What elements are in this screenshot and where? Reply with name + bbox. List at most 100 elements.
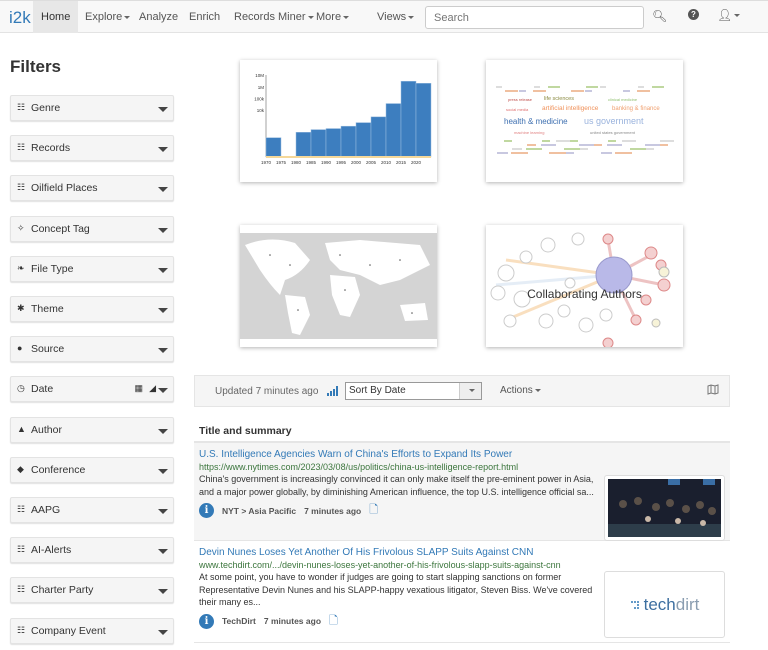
area-chart-icon[interactable]: ◢ [149, 383, 156, 394]
caret-down-icon[interactable] [158, 388, 168, 394]
caret-icon [408, 15, 415, 19]
x-tick-label: 1985 [306, 160, 317, 165]
word-cloud: health & medicine us government artificial… [486, 60, 683, 182]
filter-source[interactable]: ● Source [10, 336, 174, 363]
caret-down-icon[interactable] [158, 147, 168, 153]
word-cloud-term[interactable]: artificial intelligence [542, 105, 599, 112]
caret-down-icon[interactable] [158, 629, 168, 635]
filter-file-type[interactable]: ❧ File Type [10, 255, 174, 282]
caret-down-icon[interactable] [158, 509, 168, 514]
word-cloud-term[interactable]: health & medicine [504, 117, 568, 126]
signal-icon [327, 385, 339, 399]
word-cloud-term[interactable]: clinical medicine [608, 97, 638, 102]
nav-explore[interactable]: Explore [77, 1, 138, 33]
word-cloud-minor-term [659, 144, 668, 146]
word-cloud-term[interactable]: machine learning [514, 130, 545, 135]
caret-down-icon[interactable] [158, 589, 168, 595]
caret-down-icon[interactable] [158, 107, 168, 112]
caret-down-icon[interactable] [158, 308, 168, 313]
results-toolbar: Updated 7 minutes ago Sort By Date Actio… [194, 375, 730, 407]
filter-author[interactable]: ▲ Author [10, 416, 174, 443]
filter-company-event[interactable]: ☷ Company Event [10, 617, 174, 644]
document-icon[interactable]: 🗋︎ [329, 614, 338, 627]
result-thumbnail[interactable]: techdirt [604, 571, 725, 638]
word-cloud-term[interactable]: social media [506, 107, 529, 112]
word-cloud-term[interactable]: press release [508, 97, 533, 102]
wordcloud-card[interactable]: health & medicine us government artificial… [486, 60, 683, 182]
nav-more[interactable]: More [308, 1, 357, 33]
caret-down-icon[interactable] [158, 348, 168, 354]
word-cloud-minor-term [511, 152, 528, 154]
y-tick-label: 10k [257, 108, 265, 113]
word-cloud-minor-term [578, 148, 588, 150]
word-cloud-minor-term [519, 90, 526, 92]
result-body: U.S. Intelligence Agencies Warn of China… [199, 448, 599, 520]
word-cloud-term[interactable]: united states government [590, 130, 635, 135]
filter-label: AAPG [31, 504, 61, 516]
filter-oilfield-places[interactable]: ☷ Oilfield Places [10, 175, 174, 202]
map-icon[interactable] [707, 384, 719, 395]
word-cloud-minor-term [601, 152, 612, 154]
filter-label: Date [31, 383, 54, 396]
world-map-card[interactable] [240, 225, 437, 347]
filter-charter-party[interactable]: ☷ Charter Party [10, 577, 174, 604]
filter-conference[interactable]: ◆ Conference [10, 456, 174, 483]
word-cloud-minor-term [512, 148, 522, 150]
filter-aapg[interactable]: ☷ AAPG [10, 497, 174, 523]
result-item: Devin Nunes Loses Yet Another Of His Fri… [194, 541, 730, 643]
result-url[interactable]: www.techdirt.com/.../devin-nunes-loses-y… [199, 560, 561, 570]
result-title-link[interactable]: Devin Nunes Loses Yet Another Of His Fri… [199, 547, 534, 558]
caret-down-icon[interactable] [158, 187, 168, 193]
info-icon[interactable]: i [199, 613, 214, 629]
user-icon[interactable]: 👤︎ [717, 8, 741, 22]
result-title-link[interactable]: U.S. Intelligence Agencies Warn of China… [199, 449, 513, 460]
filter-records[interactable]: ☷ Records [10, 135, 174, 162]
author-network [490, 232, 671, 347]
caret-down-icon[interactable] [158, 549, 168, 555]
nav-home[interactable]: Home [33, 1, 79, 33]
document-icon[interactable]: 🗋︎ [369, 504, 379, 516]
filters-title: Filters [10, 57, 62, 76]
collaborating-authors-card[interactable]: Collaborating Authors [486, 225, 683, 347]
result-thumbnail[interactable] [604, 475, 725, 541]
caret-down-icon[interactable] [158, 428, 168, 434]
filter-theme[interactable]: ✱ Theme [10, 296, 174, 322]
nav-analyze[interactable]: Analyze [131, 1, 186, 33]
histogram-bar [370, 116, 387, 158]
nav-views[interactable]: Views [369, 1, 422, 33]
results-column-header: Title and summary [199, 425, 292, 437]
caret-down-icon[interactable] [158, 468, 168, 474]
nav-enrich[interactable]: Enrich [181, 1, 228, 33]
word-cloud-term[interactable]: us government [584, 116, 644, 126]
word-cloud-minor-term [533, 90, 546, 92]
brand-logo[interactable]: i2k [9, 8, 31, 27]
caret-down-icon[interactable] [158, 227, 168, 233]
sort-select[interactable]: Sort By Date [345, 382, 482, 400]
result-source[interactable]: TechDirt [222, 616, 256, 626]
result-url[interactable]: https://www.nytimes.com/2023/03/08/us/po… [199, 462, 519, 472]
search-icon[interactable]: 🔍︎ [652, 9, 668, 23]
filter-date[interactable]: ◷ Date ▦ ◢ [10, 376, 174, 403]
nav-enrich-label: Enrich [189, 11, 221, 23]
chevron-down-icon[interactable] [459, 383, 481, 399]
calendar-icon[interactable]: ▦ [134, 383, 143, 394]
info-icon[interactable]: i [199, 503, 214, 518]
filter-ai-alerts[interactable]: ☷ AI-Alerts [10, 537, 174, 564]
filter-label: AI-Alerts [31, 544, 72, 557]
word-cloud-term[interactable]: banking & finance [612, 106, 660, 112]
filter-concept-tag[interactable]: ✧ Concept Tag [10, 215, 174, 242]
word-cloud-term[interactable]: life sciences [544, 96, 574, 102]
help-icon[interactable]: ? [688, 9, 699, 20]
filter-label: File Type [31, 262, 74, 275]
nav-records-miner[interactable]: Records Miner [226, 1, 322, 33]
word-cloud-minor-term [608, 140, 616, 142]
filter-genre[interactable]: ☷ Genre [10, 95, 174, 121]
actions-dropdown[interactable]: Actions [500, 385, 541, 396]
histogram-card[interactable]: 1970 1975 1980 1985 1990 1995 2000 2005 2010 2015… [240, 60, 437, 182]
word-cloud-minor-term [586, 86, 598, 88]
search-input[interactable] [425, 6, 644, 29]
globe-icon: ● [17, 343, 23, 354]
result-source[interactable]: NYT > Asia Pacific [222, 505, 297, 516]
caret-down-icon[interactable] [158, 267, 168, 273]
word-cloud-minor-term [579, 144, 594, 146]
